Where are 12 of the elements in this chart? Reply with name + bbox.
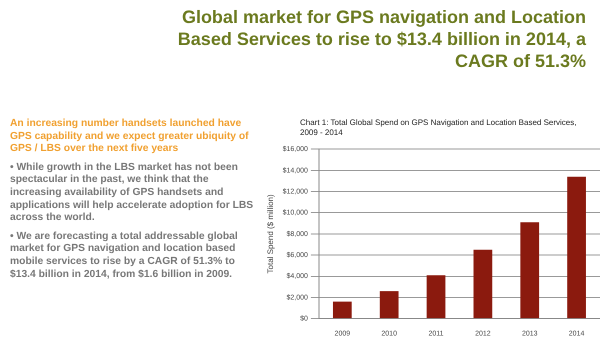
bar [520,222,540,318]
bar [567,176,586,318]
text: An increasing number handsets launched have GPS capability and we expect greater ubiquity of GPS / LBS over the next five years [10,118,250,156]
bar [474,250,492,318]
bar [332,302,352,318]
bar [380,291,399,318]
y-axis-title: Total Spend ($ million) [266,194,276,274]
chart-subtitle: Chart 1: Total Global Spend on GPS Navigation and Location Based Services, 2009 - 2014 [300,118,578,138]
text: • We are forecasting a total addressable global market for GPS navigation and location based mobile services to rise by a CAGR of 51.3% to $13.4 billion in 2014, from $1.6 billion in 2009. [10,230,239,282]
bar [426,275,446,318]
chart-title: Global market for GPS navigation and Location Based Services to rise to $13.4 billion in 2014, a CAGR of 51.3% [176,6,586,72]
text: • While growth in the LBS market has not been spectacular in the past, we think that the increasing availability of GPS handsets and applications will help accelerate adoption for LBS across the world. [10,162,254,225]
